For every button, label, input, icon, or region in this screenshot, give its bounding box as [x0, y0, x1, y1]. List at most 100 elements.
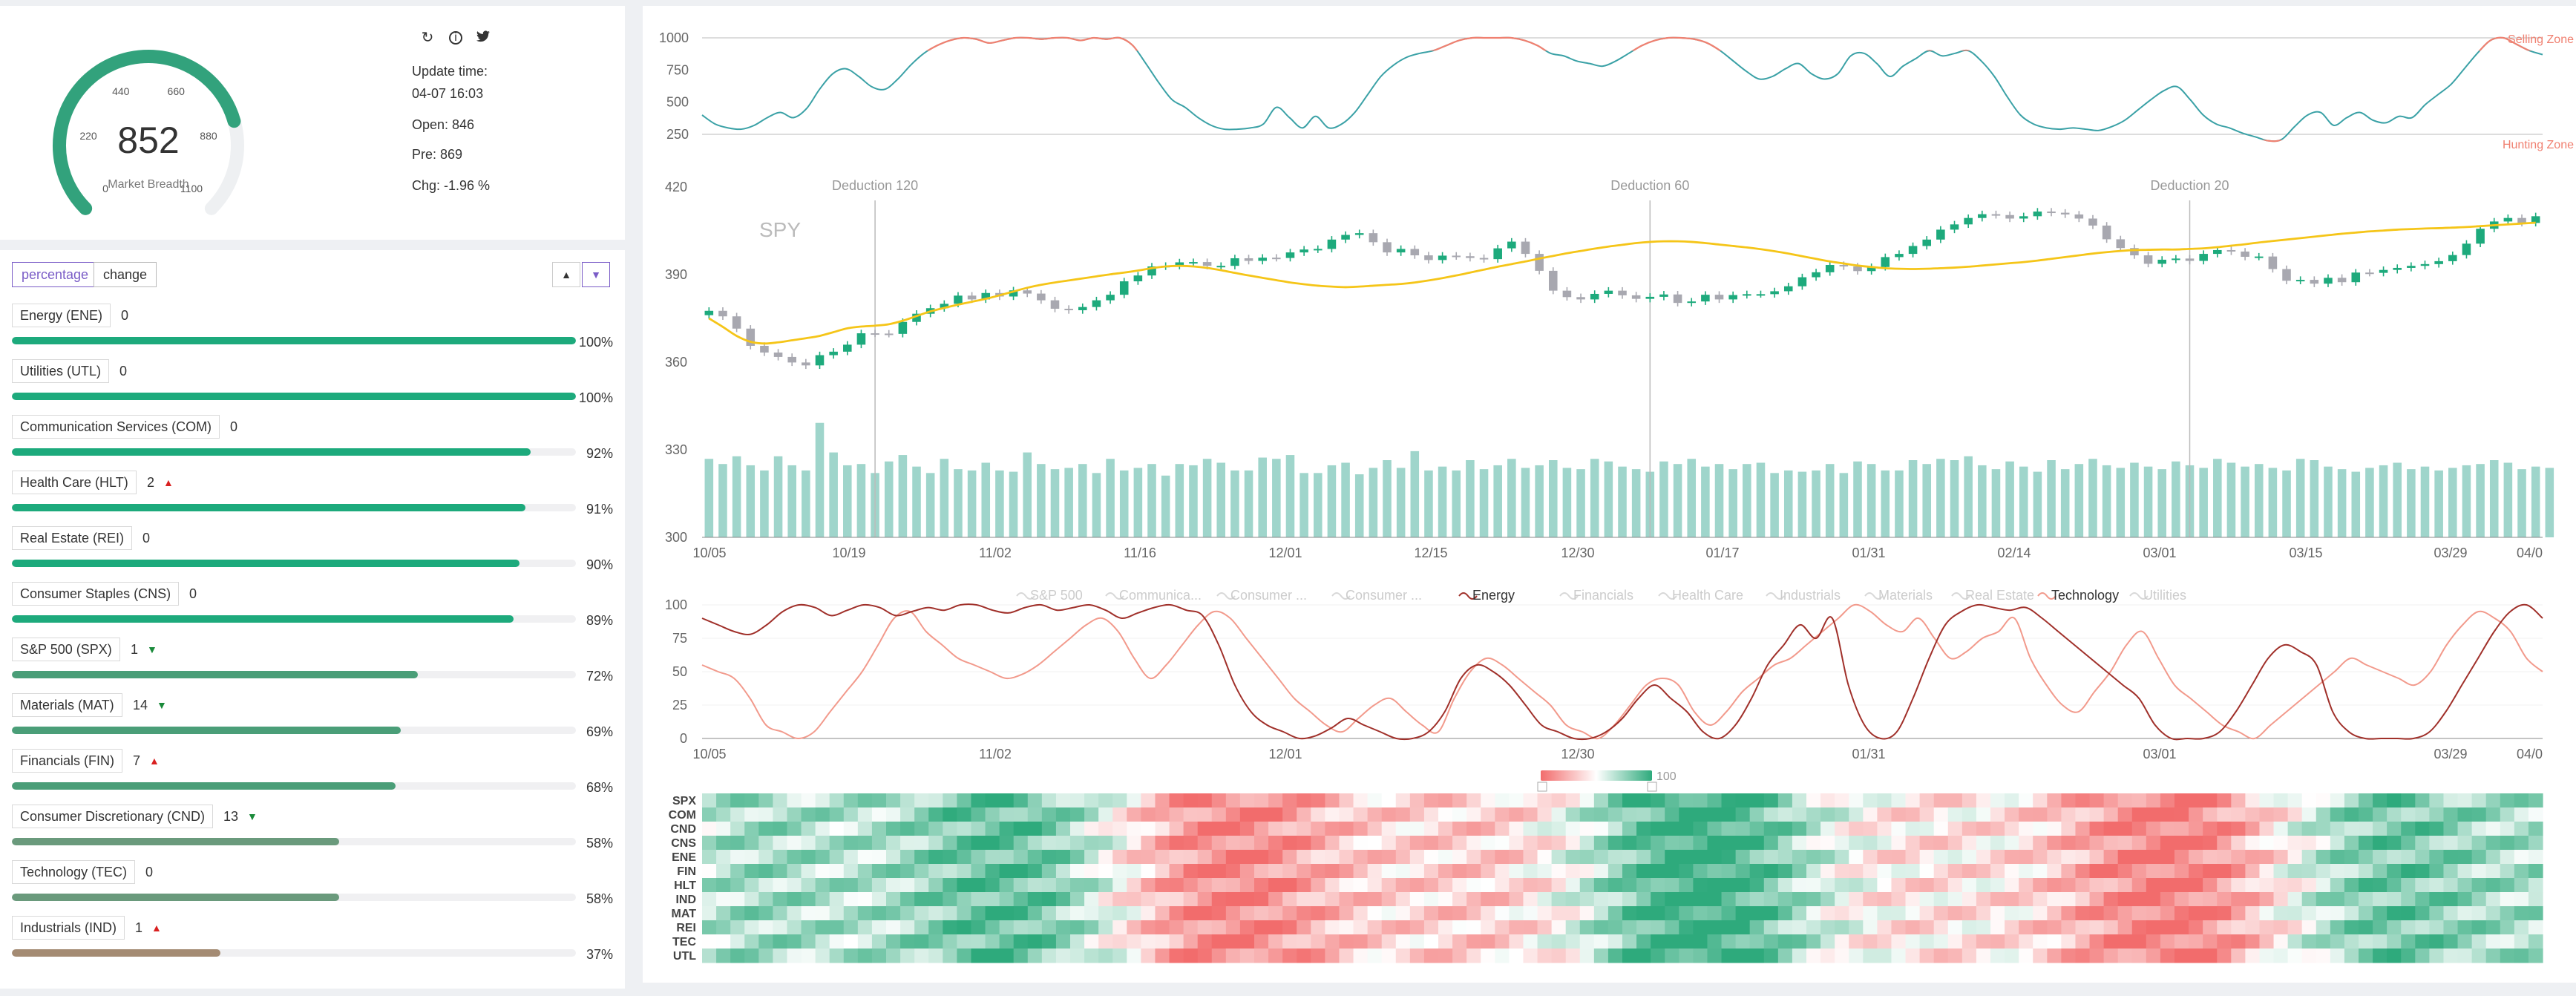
heatmap-cell: [1041, 807, 1057, 822]
heatmap-cell: [999, 878, 1015, 893]
sector-row[interactable]: Utilities (UTL) 0 100%: [12, 359, 613, 411]
heatmap-cell: [1693, 878, 1708, 893]
heatmap-cell: [2485, 892, 2501, 907]
heatmap-cell: [2061, 822, 2077, 836]
heatmap-cell: [716, 934, 731, 949]
heatmap-cell: [716, 906, 731, 921]
market-breadth-panel: 0 220 440 660 880 1100 852 Market Breadth ↻ i U…: [0, 6, 625, 240]
volume-bar: [1631, 469, 1641, 537]
volume-bar: [1369, 468, 1378, 537]
heatmap-cell: [1933, 836, 1949, 851]
candle-body: [1313, 249, 1323, 251]
candle-body: [1383, 242, 1392, 253]
heatmap-cell: [2033, 850, 2048, 865]
info-icon[interactable]: i: [449, 31, 462, 45]
heatmap-cell: [1423, 949, 1439, 963]
heatmap-cell: [2089, 892, 2105, 907]
candle-body: [1701, 295, 1710, 302]
heatmap-cell: [2075, 906, 2091, 921]
heatmap-cell: [2443, 920, 2459, 935]
heatmap-cell: [1013, 850, 1029, 865]
heatmap-cell: [1962, 949, 1977, 963]
sector-row[interactable]: Health Care (HLT) 2 ▲ 91%: [12, 471, 613, 522]
candle-body: [898, 321, 908, 334]
sector-row[interactable]: Financials (FIN) 7 ▲ 68%: [12, 749, 613, 801]
sector-row[interactable]: Consumer Staples (CNS) 0 89%: [12, 582, 613, 634]
heatmap-cell: [1325, 906, 1340, 921]
heatmap-cell: [2485, 906, 2501, 921]
sector-row[interactable]: Real Estate (REI) 0 90%: [12, 526, 613, 578]
heatmap-cell: [1395, 878, 1411, 893]
deduction-label: Deduction 120: [832, 178, 918, 193]
heatmap-cell: [2033, 934, 2048, 949]
candle-body: [2185, 258, 2195, 261]
twitter-icon[interactable]: [475, 30, 491, 46]
sector-row[interactable]: S&P 500 (SPX) 1 ▼ 72%: [12, 638, 613, 689]
heatmap-cell: [2273, 934, 2289, 949]
change-toggle[interactable]: change: [94, 262, 157, 287]
heatmap-cell: [2089, 906, 2105, 921]
volume-bar: [746, 465, 756, 537]
volume-bar: [1479, 469, 1489, 537]
refresh-icon[interactable]: ↻: [421, 30, 434, 46]
heatmap-cell: [1665, 906, 1679, 921]
heatmap-cell: [1409, 793, 1425, 808]
sort-descending-button[interactable]: ▼: [582, 262, 610, 287]
heatmap-cell: [1777, 807, 1793, 822]
heatmap-cell: [1820, 793, 1835, 808]
candle-body: [981, 292, 991, 300]
heatmap-cell: [1268, 934, 1283, 949]
heatmap-cell: [758, 793, 773, 808]
heatmap-cell: [2117, 793, 2133, 808]
volume-bar: [2254, 464, 2264, 537]
heatmap-cell: [1806, 906, 1821, 921]
candle-body: [760, 345, 769, 353]
heatmap-cell: [1084, 906, 1099, 921]
heatmap-cell: [1665, 934, 1679, 949]
candle-body: [1618, 290, 1627, 295]
heatmap-cell: [914, 949, 929, 963]
heatmap-cell: [1777, 878, 1793, 893]
heatmap-cell: [1098, 807, 1113, 822]
heatmap-cell: [2359, 878, 2373, 893]
legend-icon: [1331, 592, 1351, 600]
sector-row[interactable]: Technology (TEC) 0 58%: [12, 860, 613, 912]
heatmap-cell: [716, 793, 731, 808]
legend-icon: [1016, 592, 1035, 600]
heatmap-cell: [1127, 906, 1141, 921]
volume-bar: [1881, 470, 1890, 537]
heatmap-cell: [1849, 822, 1864, 836]
heatmap-cell: [1792, 949, 1807, 963]
heatmap-cell: [928, 864, 943, 879]
sector-row[interactable]: Communication Services (COM) 0 92%: [12, 415, 613, 467]
candle-body: [2448, 255, 2457, 261]
heatmap-cell: [1523, 836, 1538, 851]
sector-row[interactable]: Energy (ENE) 0 100%: [12, 304, 613, 356]
sector-row[interactable]: Consumer Discretionary (CND) 13 ▼ 58%: [12, 805, 613, 856]
candle-body: [1341, 235, 1350, 240]
heatmap-cell: [1651, 864, 1665, 879]
sort-ascending-button[interactable]: ▲: [552, 262, 580, 287]
heatmap-cell: [1197, 906, 1213, 921]
candle-body: [1369, 233, 1378, 243]
heatmap-cell: [1297, 807, 1311, 822]
heatmap-cell: [1891, 822, 1907, 836]
heatmap-cell: [1353, 906, 1369, 921]
candle-body: [1037, 293, 1046, 301]
volume-bar: [1825, 464, 1835, 537]
volume-bar: [1244, 470, 1253, 537]
sector-row[interactable]: Industrials (IND) 1 ▲ 37%: [12, 916, 613, 968]
heatmap-cell: [2514, 934, 2529, 949]
heatmap-cell: [2316, 878, 2331, 893]
heatmap-cell: [943, 822, 957, 836]
heatmap-cell: [943, 906, 957, 921]
heatmap-cell: [1679, 892, 1694, 907]
heatmap-cell: [1962, 850, 1977, 865]
volume-bar: [1272, 459, 1281, 537]
percentage-toggle[interactable]: percentage: [12, 262, 99, 287]
heatmap-cell: [1721, 878, 1737, 893]
sector-row[interactable]: Materials (MAT) 14 ▼ 69%: [12, 693, 613, 745]
heatmap-cell: [1735, 934, 1751, 949]
heatmap-cell: [1070, 949, 1085, 963]
heatmap-cell: [886, 934, 901, 949]
